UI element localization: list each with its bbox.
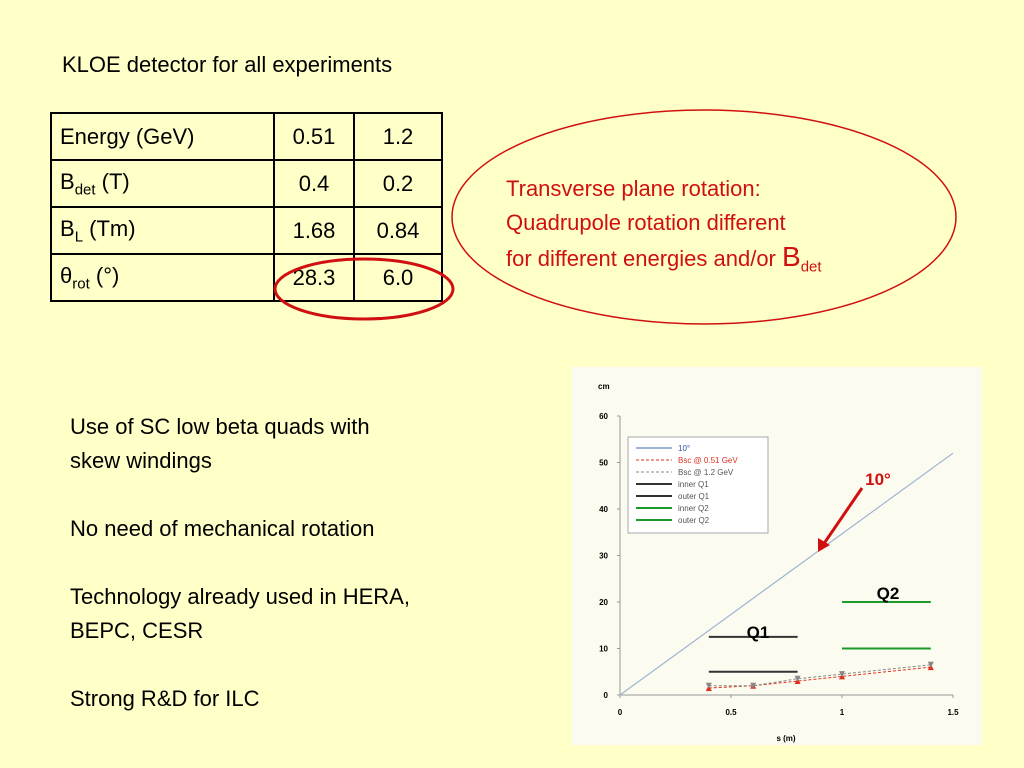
row-label: Bdet (T)	[50, 159, 275, 208]
row-label: θrot (°)	[50, 253, 275, 302]
note: Technology already used in HERA, BEPC, CE…	[70, 580, 410, 648]
unit: (°)	[95, 262, 120, 288]
annotation: 10°	[865, 470, 891, 489]
marker	[794, 675, 801, 682]
unit: (T)	[101, 168, 130, 194]
table: Energy (GeV) 0.51 1.2 Bdet (T) 0.4 0.2 BL (Tm)…	[50, 112, 443, 302]
unit: (Tm)	[89, 215, 136, 241]
cell: 1.2	[353, 112, 443, 161]
y-tick-label: 50	[599, 459, 608, 468]
arrow-head	[818, 538, 830, 552]
note-line: Strong R&D for ILC	[70, 686, 260, 711]
highlight-ellipse	[273, 257, 455, 321]
row-label: BL (Tm)	[50, 206, 275, 255]
x-tick-label: 0.5	[725, 708, 737, 717]
note-line: BEPC, CESR	[70, 618, 204, 643]
callout-line: Transverse plane rotation:	[506, 176, 761, 201]
symbol: B	[782, 241, 801, 272]
annotation: Q1	[747, 623, 770, 642]
subscript: det	[74, 181, 96, 199]
y-tick-label: 30	[599, 552, 608, 561]
x-tick-label: 0	[618, 708, 623, 717]
note-line: skew windings	[70, 448, 212, 473]
cell: 1.68	[273, 206, 355, 255]
legend-label: outer Q2	[678, 516, 710, 525]
y-tick-label: 20	[599, 598, 608, 607]
cell: 0.2	[353, 159, 443, 208]
cell: 0.4	[273, 159, 355, 208]
subscript: rot	[72, 275, 90, 293]
label-text: Energy (GeV)	[60, 123, 195, 149]
y-tick-label: 40	[599, 505, 608, 514]
callout-line: for different energies and/or Bdet	[506, 241, 822, 276]
table-row: Bdet (T) 0.4 0.2	[50, 159, 443, 208]
callout-ellipse	[451, 109, 957, 325]
marker	[750, 682, 757, 689]
marker	[927, 661, 934, 668]
y-tick-label: 60	[599, 412, 608, 421]
symbol: θ	[60, 262, 73, 288]
series-line	[619, 452, 954, 696]
subscript: det	[800, 258, 822, 276]
table-row: Energy (GeV) 0.51 1.2	[50, 112, 443, 161]
title: KLOE detector for all experiments	[62, 52, 393, 77]
legend-label: inner Q2	[678, 504, 709, 513]
plot-background	[572, 367, 982, 745]
row-label: Energy (GeV)	[50, 112, 275, 161]
note-line: Use of SC low beta quads with	[70, 414, 370, 439]
legend-label: 10°	[678, 444, 690, 453]
symbol: B	[60, 215, 75, 241]
legend-label: Bsc @ 1.2 GeV	[678, 468, 734, 477]
legend-label: Bsc @ 0.51 GeV	[678, 456, 738, 465]
y-tick-label: 10	[599, 645, 608, 654]
callout: Transverse plane rotation: Quadrupole rot…	[506, 172, 822, 284]
symbol: B	[60, 168, 75, 194]
subscript: L	[74, 228, 84, 246]
notes: Use of SC low beta quads with skew windin…	[70, 410, 410, 750]
note: Use of SC low beta quads with skew windin…	[70, 410, 410, 478]
marker	[705, 682, 712, 689]
note: Strong R&D for ILC	[70, 682, 410, 716]
legend: 10° Bsc @ 0.51 GeV Bsc @ 1.2 GeV inner Q1 ou…	[627, 436, 769, 534]
x-axis-label: s (m)	[776, 734, 795, 743]
marker	[839, 671, 845, 678]
cell: 0.84	[353, 206, 443, 255]
legend-label: inner Q1	[678, 480, 709, 489]
y-tick-label: 0	[604, 691, 609, 700]
plot: 0 10 20 30 40 50 60 0 0.5 1 1.5 cm s (m) 10° Bsc @ 0.5…	[572, 367, 982, 745]
note-line: Technology already used in HERA,	[70, 584, 410, 609]
y-axis-label: cm	[598, 382, 610, 391]
note: No need of mechanical rotation	[70, 512, 410, 546]
cell: 0.51	[273, 112, 355, 161]
legend-label: outer Q1	[678, 492, 710, 501]
x-tick-label: 1.5	[947, 708, 959, 717]
x-tick-label: 1	[840, 708, 845, 717]
callout-line: Quadrupole rotation different	[506, 210, 786, 235]
arrow	[821, 487, 864, 546]
note-line: No need of mechanical rotation	[70, 516, 375, 541]
table-row: BL (Tm) 1.68 0.84	[50, 206, 443, 255]
annotation: Q2	[877, 584, 900, 603]
